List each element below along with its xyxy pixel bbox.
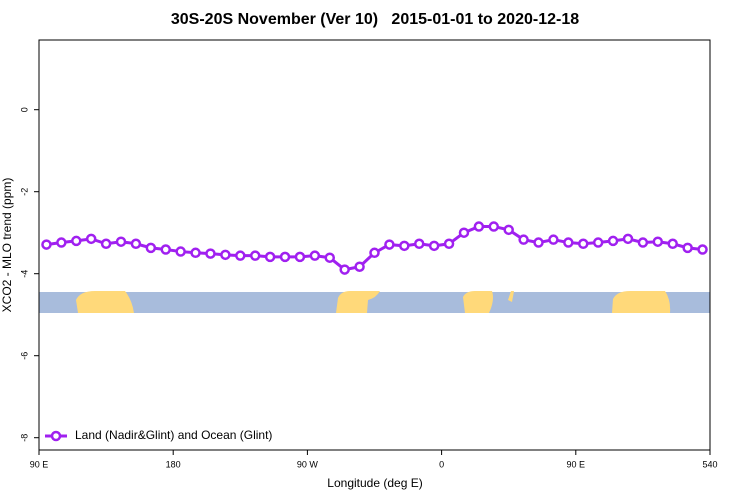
point <box>249 250 261 261</box>
y-tick-label: -8 <box>19 434 29 442</box>
x-tick-label: 90 E <box>30 459 49 469</box>
point <box>578 238 589 250</box>
point <box>592 237 604 248</box>
point <box>682 242 693 254</box>
point <box>279 251 291 263</box>
point <box>71 235 82 247</box>
x-tick-label: 90 W <box>297 459 319 469</box>
point <box>339 264 350 275</box>
point <box>488 221 500 232</box>
point <box>473 221 485 232</box>
y-tick-label: -2 <box>19 188 29 196</box>
point <box>443 238 455 250</box>
point <box>518 234 529 245</box>
x-tick-label: 540 <box>702 459 717 469</box>
point <box>413 238 425 250</box>
x-axis-label: Longitude (deg E) <box>327 476 422 490</box>
point <box>503 224 514 236</box>
point <box>41 239 52 250</box>
point <box>175 246 186 257</box>
x-tick-label: 0 <box>439 459 444 469</box>
point <box>205 248 216 259</box>
legend-marker <box>50 430 62 442</box>
point <box>190 247 201 259</box>
point <box>369 247 380 259</box>
point <box>622 233 634 245</box>
point <box>384 239 395 250</box>
point <box>637 237 649 248</box>
point <box>56 237 67 248</box>
y-tick-label: -4 <box>19 270 29 278</box>
x-tick-label: 180 <box>166 459 181 469</box>
land-ocean-strip <box>39 291 710 313</box>
y-axis-label: XCO2 - MLO trend (ppm) <box>0 178 14 313</box>
y-tick-label: 0 <box>19 107 29 112</box>
chart-title: 30S-20S November (Ver 10) 2015-01-01 to … <box>171 11 579 28</box>
point <box>294 251 306 263</box>
point <box>264 251 276 263</box>
point <box>428 240 440 252</box>
x-tick-label: 90 E <box>567 459 586 469</box>
point <box>145 242 157 254</box>
point <box>533 237 544 248</box>
point <box>563 237 574 248</box>
point <box>458 227 470 238</box>
point <box>115 236 127 247</box>
plot-frame <box>38 39 711 451</box>
point <box>548 234 559 245</box>
point <box>309 250 321 261</box>
point <box>399 240 410 252</box>
point <box>130 238 142 250</box>
point <box>652 236 664 247</box>
legend-label: Land (Nadir&Glint) and Ocean (Glint) <box>75 428 272 442</box>
point <box>220 249 231 261</box>
point <box>235 250 246 261</box>
point <box>354 261 365 272</box>
point <box>607 235 619 247</box>
point <box>85 233 97 245</box>
point <box>667 238 678 250</box>
point <box>160 244 171 255</box>
point <box>100 238 112 250</box>
point <box>697 244 708 255</box>
y-tick-label: -6 <box>19 352 29 360</box>
point <box>324 252 336 263</box>
